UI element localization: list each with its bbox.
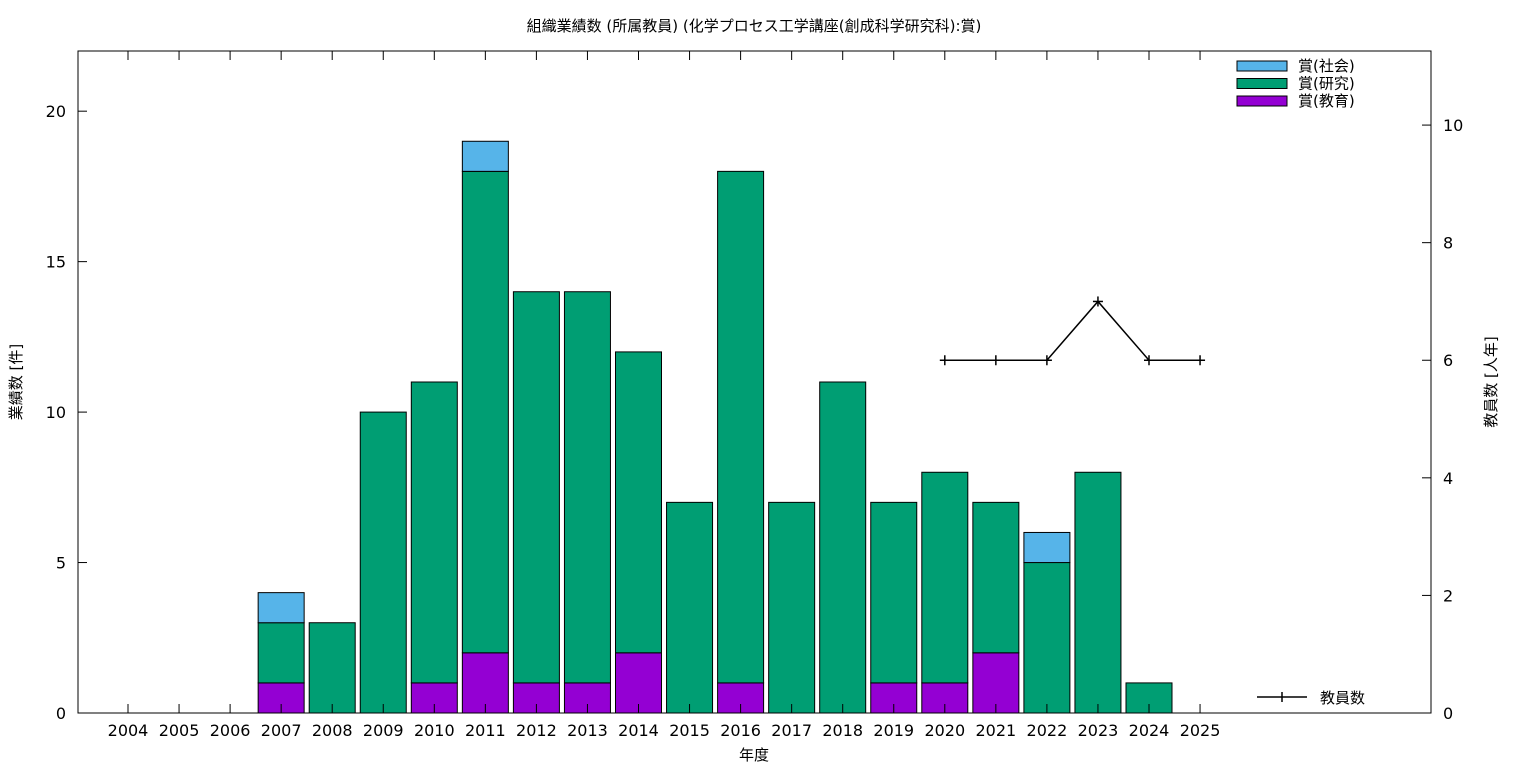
bar-2016-series-1: [717, 170, 765, 684]
bar-2011-series-0: [461, 652, 509, 714]
bar-2021-series-0: [972, 652, 1020, 714]
x-tick-label-2005: 2005: [159, 721, 200, 740]
bar-2023-series-1: [1074, 471, 1122, 714]
legend-label-2: 賞(教育): [1298, 92, 1355, 110]
legend-label-1: 賞(研究): [1298, 75, 1355, 93]
y2-tick-label-0: 0: [1443, 704, 1453, 723]
y-tick-label-5: 5: [56, 554, 66, 573]
line-point-2020: [939, 355, 950, 366]
x-tick-label-2019: 2019: [873, 721, 914, 740]
bar-2009-series-1: [359, 411, 407, 714]
y-tick-label-20: 20: [46, 102, 66, 121]
x-tick-label-2015: 2015: [669, 721, 710, 740]
bar-2007-series-2: [257, 592, 305, 624]
bar-2019-series-1: [870, 501, 918, 684]
y2-tick-label-4: 4: [1443, 469, 1453, 488]
y2-tick-label-8: 8: [1443, 234, 1453, 253]
bar-2008-series-1: [308, 622, 356, 714]
x-tick-label-2022: 2022: [1027, 721, 1068, 740]
x-tick-label-2016: 2016: [720, 721, 761, 740]
x-tick-label-2020: 2020: [924, 721, 965, 740]
legend: 賞(社会)賞(研究)賞(教育) 教員数: [1236, 57, 1365, 707]
x-tick-label-2011: 2011: [465, 721, 506, 740]
line-point-2023: [1092, 296, 1103, 307]
x-tick-label-2018: 2018: [822, 721, 863, 740]
x-tick-label-2009: 2009: [363, 721, 404, 740]
y-tick-label-10: 10: [46, 403, 66, 422]
bar-2020-series-1: [921, 471, 969, 684]
x-tick-label-2024: 2024: [1129, 721, 1170, 740]
bar-2014-series-1: [615, 351, 662, 654]
line-point-2025: [1195, 355, 1206, 366]
bar-2015-series-1: [666, 501, 714, 714]
bar-2018-series-1: [819, 381, 867, 714]
legend-swatch-2: [1236, 95, 1288, 107]
line-point-2024: [1144, 355, 1154, 366]
bar-2011-series-2: [461, 140, 509, 172]
line-point-2021: [990, 355, 1001, 366]
y-tick-label-0: 0: [56, 704, 66, 723]
plot-area-border: [77, 50, 1432, 714]
x-axis-label: 年度: [739, 746, 769, 764]
chart-title: 組織業績数 (所属教員) (化学プロセス工学講座(創成科学研究科):賞): [527, 17, 982, 35]
bar-2011-series-1: [461, 170, 509, 654]
x-tick-label-2007: 2007: [261, 721, 302, 740]
y-axis-label: 業績数 [件]: [7, 344, 25, 420]
y2-axis-label: 教員数 [人年]: [1482, 336, 1500, 427]
x-tick-label-2023: 2023: [1078, 721, 1119, 740]
y2-tick-label-10: 10: [1443, 116, 1463, 135]
x-tick-label-2025: 2025: [1180, 721, 1221, 740]
x-tick-label-2017: 2017: [771, 721, 812, 740]
bar-2012-series-1: [512, 291, 560, 684]
line-point-2022: [1041, 355, 1052, 366]
x-tick-label-2013: 2013: [567, 721, 608, 740]
bar-2007-series-1: [257, 622, 305, 684]
x-tick-label-2021: 2021: [975, 721, 1016, 740]
bar-2021-series-1: [972, 501, 1020, 654]
legend-swatch-0: [1236, 60, 1288, 72]
bar-2022-series-2: [1023, 531, 1071, 564]
line-series-teachers: [944, 300, 1201, 361]
bar-2014-series-0: [615, 652, 662, 714]
legend-swatch-1: [1236, 78, 1288, 89]
x-tick-label-2006: 2006: [210, 721, 251, 740]
x-tick-label-2008: 2008: [312, 721, 353, 740]
legend-label-0: 賞(社会): [1298, 57, 1355, 75]
legend-label-line: 教員数: [1320, 689, 1365, 707]
x-tick-label-2010: 2010: [414, 721, 455, 740]
bar-2022-series-1: [1023, 562, 1071, 714]
bar-2010-series-1: [410, 381, 458, 684]
bar-2017-series-1: [768, 501, 816, 714]
y2-tick-label-2: 2: [1443, 586, 1453, 605]
y-tick-label-15: 15: [46, 253, 66, 272]
x-tick-label-2012: 2012: [516, 721, 557, 740]
x-tick-label-2004: 2004: [108, 721, 149, 740]
x-tick-label-2014: 2014: [618, 721, 659, 740]
y2-tick-label-6: 6: [1443, 351, 1453, 370]
bar-2013-series-1: [563, 291, 611, 684]
